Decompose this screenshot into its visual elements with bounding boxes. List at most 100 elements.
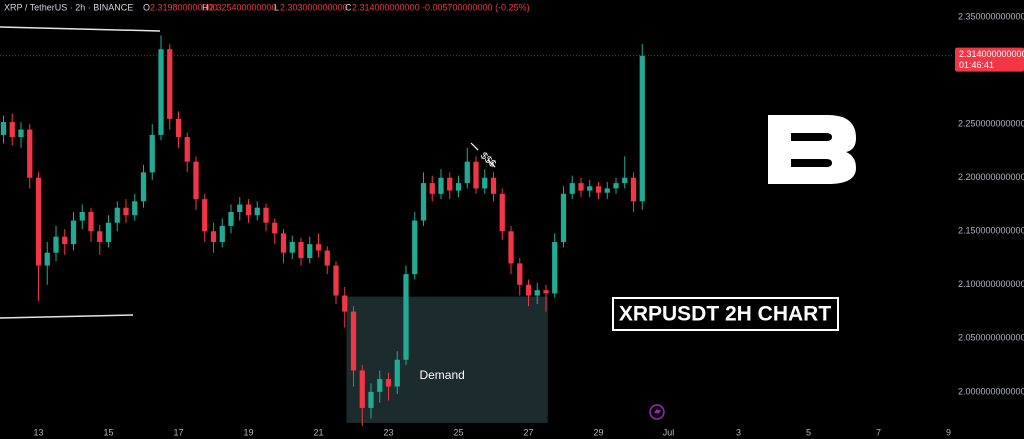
ohlc-key: O <box>143 2 150 12</box>
logo <box>768 115 856 184</box>
candle-body <box>114 207 120 223</box>
candle-body <box>604 188 610 193</box>
price-tag <box>955 47 1024 72</box>
candle-body <box>394 359 400 387</box>
countdown: 01:46:41 <box>959 60 994 70</box>
candle-body <box>490 177 497 194</box>
x-tick-label: 17 <box>173 427 183 437</box>
candle-body <box>350 311 357 371</box>
candle-body <box>482 177 488 189</box>
candle-body <box>167 49 173 119</box>
candle-body <box>569 183 575 194</box>
candle-body <box>630 177 637 202</box>
candle-body <box>149 134 155 173</box>
trendline <box>0 26 161 32</box>
x-tick-label: 3 <box>736 427 741 437</box>
chart-label-box: XRPUSDT 2H CHART <box>612 297 839 331</box>
candle-body <box>280 233 287 253</box>
candle-body <box>438 177 444 194</box>
x-tick-label: 29 <box>593 427 603 437</box>
replay-icon[interactable] <box>649 404 665 420</box>
candle-body <box>525 284 532 296</box>
candle-body <box>368 391 374 408</box>
x-tick-label: 7 <box>876 427 881 437</box>
candle-body <box>447 177 453 191</box>
candle-body <box>342 295 348 312</box>
y-tick-label: 2.100000000000 <box>958 279 1024 289</box>
candle-body <box>412 220 418 275</box>
candle-body <box>79 212 85 221</box>
demand-zone <box>346 296 548 423</box>
x-tick-label: 9 <box>946 427 951 437</box>
candle-body <box>27 129 33 178</box>
candle-body <box>210 231 217 242</box>
candle-body <box>272 222 278 234</box>
candle-body <box>97 231 103 242</box>
candle-body <box>289 241 295 253</box>
x-tick-label: 23 <box>383 427 393 437</box>
y-tick-label: 2.050000000000 <box>958 333 1024 343</box>
candle-body <box>333 265 339 296</box>
candle-body <box>0 122 7 135</box>
x-tick-label: 21 <box>313 427 323 437</box>
candle-body <box>35 177 42 266</box>
ohlc-value: 2.314000000000 <box>352 2 420 12</box>
symbol: XRP / TetherUS · 2h · BINANCE <box>4 2 133 12</box>
candle-body <box>534 290 540 296</box>
candle-body <box>429 183 435 194</box>
x-tick-label: 13 <box>33 427 43 437</box>
candle-body <box>9 122 15 138</box>
candle-body <box>420 183 427 221</box>
candle-body <box>385 379 392 387</box>
candle-body <box>228 212 234 226</box>
candle-body <box>298 241 304 259</box>
candle-body <box>517 263 523 285</box>
change: -0.005700000000 (-0.25%) <box>422 2 530 12</box>
candle-body <box>175 118 182 138</box>
candle-body <box>359 370 365 408</box>
y-tick-label: 2.350000000000 <box>958 12 1024 22</box>
candle-body <box>639 55 645 202</box>
x-tick-label: 15 <box>103 427 113 437</box>
x-tick-label: 27 <box>523 427 533 437</box>
candle-body <box>62 236 68 245</box>
candle-body <box>88 212 94 232</box>
candle-body <box>123 207 129 216</box>
candle-body <box>499 193 505 232</box>
candle-body <box>622 177 628 184</box>
candle-body <box>613 183 619 189</box>
candle-body <box>18 129 24 138</box>
y-tick-label: 2.200000000000 <box>958 172 1024 182</box>
candle-body <box>595 186 602 193</box>
candle-body <box>403 274 409 360</box>
candle-body <box>184 137 190 162</box>
candle-body <box>245 204 252 216</box>
candle-body <box>560 193 567 242</box>
candle-body <box>53 236 59 253</box>
candle-body <box>587 186 593 191</box>
ohlc-key: H <box>202 2 209 12</box>
price-tag-label: 2.314000000000 <box>959 49 1024 59</box>
y-tick-label: 2.000000000000 <box>958 386 1024 396</box>
plot-area: Demand <box>0 35 952 427</box>
candle-body <box>237 204 243 213</box>
candle-body <box>158 49 164 135</box>
candle-body <box>315 244 322 251</box>
candle-body <box>324 250 330 266</box>
y-tick-label: 2.250000000000 <box>958 119 1024 129</box>
candle-body <box>202 199 208 232</box>
y-tick-label: 2.150000000000 <box>958 226 1024 236</box>
chart-label: XRPUSDT 2H CHART <box>619 303 832 326</box>
candle-body <box>508 231 514 264</box>
x-tick-label: 19 <box>243 427 253 437</box>
candle-body <box>70 220 77 245</box>
candle-body <box>105 222 112 242</box>
ohlc-value: 2.319800000000 <box>150 2 218 12</box>
candle-body <box>552 241 558 294</box>
liquidity-line <box>470 142 506 178</box>
x-tick-label: 5 <box>806 427 811 437</box>
ohlc-value: 2.303000000000 <box>280 2 348 12</box>
ohlc-value: 2.325400000000 <box>209 2 277 12</box>
